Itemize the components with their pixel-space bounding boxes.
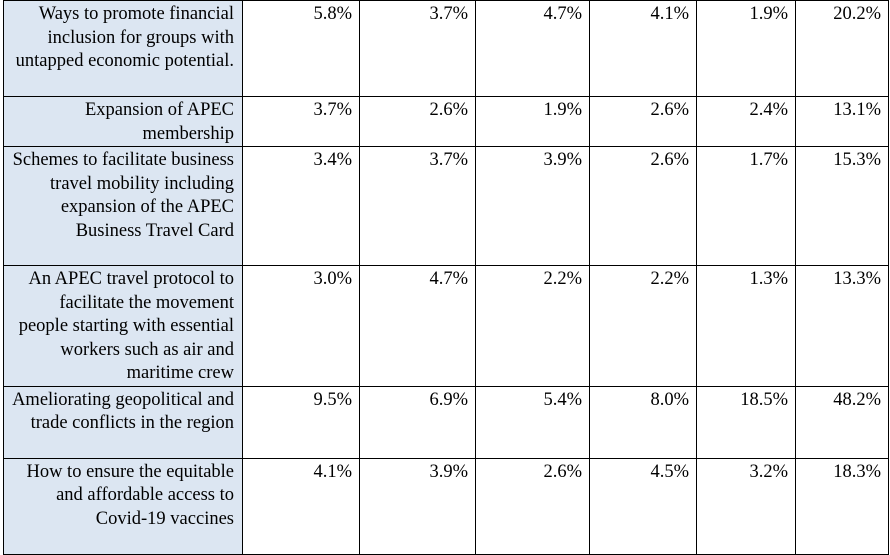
table-cell: 18.5% bbox=[696, 385, 796, 459]
table-cell-total: 20.2% bbox=[795, 0, 889, 97]
table-cell: 2.4% bbox=[696, 96, 796, 147]
table-cell: 3.7% bbox=[359, 146, 476, 266]
table-cell: 2.2% bbox=[589, 265, 697, 387]
table-cell: 8.0% bbox=[589, 385, 697, 459]
row-label: An APEC travel protocol to facilitate th… bbox=[3, 265, 243, 387]
row-label: How to ensure the equitable and affordab… bbox=[3, 457, 243, 555]
table-row: Expansion of APEC membership 3.7% 2.6% 1… bbox=[3, 96, 889, 147]
table-cell: 4.7% bbox=[359, 265, 476, 387]
row-label: Schemes to facilitate business travel mo… bbox=[3, 146, 243, 266]
row-label: Ameliorating geopolitical and trade conf… bbox=[3, 385, 243, 459]
table-cell: 3.9% bbox=[359, 457, 476, 555]
table-row: Schemes to facilitate business travel mo… bbox=[3, 146, 889, 266]
table-cell: 9.5% bbox=[242, 385, 360, 459]
table-cell: 1.3% bbox=[696, 265, 796, 387]
table-cell: 1.9% bbox=[696, 0, 796, 97]
table-cell: 2.2% bbox=[475, 265, 590, 387]
table-cell-total: 13.1% bbox=[795, 96, 889, 147]
row-label: Ways to promote financial inclusion for … bbox=[3, 0, 243, 97]
table-cell: 5.8% bbox=[242, 0, 360, 97]
table-cell: 6.9% bbox=[359, 385, 476, 459]
table-cell: 3.7% bbox=[242, 96, 360, 147]
table-cell: 2.6% bbox=[589, 146, 697, 266]
data-table: Ways to promote financial inclusion for … bbox=[3, 0, 889, 555]
table-cell: 2.6% bbox=[359, 96, 476, 147]
table-continuation-border bbox=[3, 548, 888, 550]
table-row: An APEC travel protocol to facilitate th… bbox=[3, 265, 889, 387]
table-cell: 1.7% bbox=[696, 146, 796, 266]
table-cell: 2.6% bbox=[589, 96, 697, 147]
table-cell: 1.9% bbox=[475, 96, 590, 147]
table-cell-total: 15.3% bbox=[795, 146, 889, 266]
table-cell: 3.2% bbox=[696, 457, 796, 555]
table-cell: 4.1% bbox=[589, 0, 697, 97]
table-cell: 4.1% bbox=[242, 457, 360, 555]
table-cell: 3.9% bbox=[475, 146, 590, 266]
table-cell: 3.4% bbox=[242, 146, 360, 266]
table-cell: 2.6% bbox=[475, 457, 590, 555]
table-cell: 3.0% bbox=[242, 265, 360, 387]
table-cell: 3.7% bbox=[359, 0, 476, 97]
row-label: Expansion of APEC membership bbox=[3, 96, 243, 147]
table-cell-total: 13.3% bbox=[795, 265, 889, 387]
table-row: Ways to promote financial inclusion for … bbox=[3, 0, 889, 97]
table-cell: 5.4% bbox=[475, 385, 590, 459]
table-row: How to ensure the equitable and affordab… bbox=[3, 457, 889, 555]
table-cell: 4.5% bbox=[589, 457, 697, 555]
table-cell: 4.7% bbox=[475, 0, 590, 97]
table-row: Ameliorating geopolitical and trade conf… bbox=[3, 385, 889, 459]
table-cell-total: 18.3% bbox=[795, 457, 889, 555]
table-cell-total: 48.2% bbox=[795, 385, 889, 459]
